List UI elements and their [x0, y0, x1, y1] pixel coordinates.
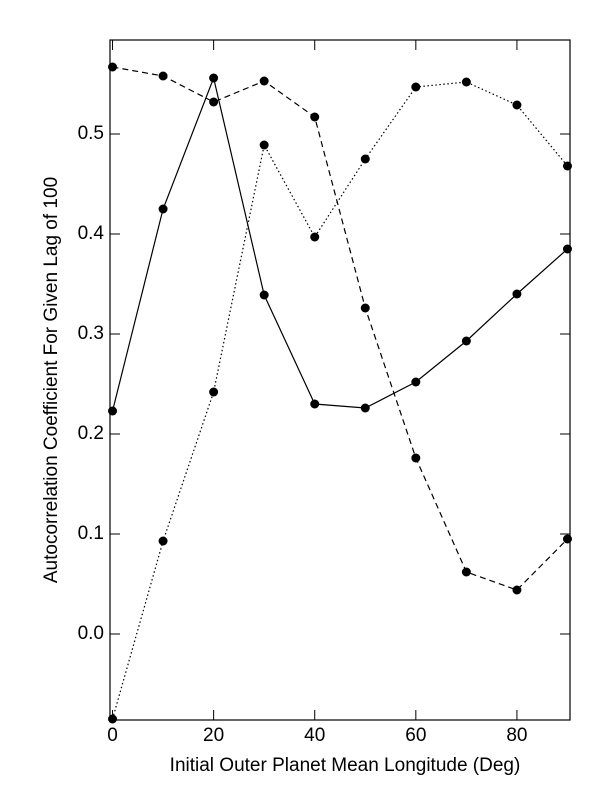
series-line [111, 81, 568, 720]
data-point [461, 336, 471, 346]
data-point [461, 77, 471, 87]
data-point [411, 377, 421, 387]
series-line [112, 66, 568, 591]
x-tick-label: 60 [405, 725, 426, 746]
x-tick-label: 0 [107, 725, 118, 746]
data-point [360, 154, 370, 164]
data-point [259, 140, 269, 150]
data-point [411, 82, 421, 92]
data-point [158, 71, 168, 81]
data-point [209, 97, 219, 107]
data-point [461, 567, 471, 577]
data-point [310, 399, 320, 409]
data-point [259, 76, 269, 86]
data-point [108, 714, 118, 724]
data-point [259, 290, 269, 300]
data-point [158, 204, 168, 214]
data-point [360, 403, 370, 413]
data-point [209, 387, 219, 397]
data-point [512, 100, 522, 110]
x-tick-label: 80 [506, 725, 527, 746]
data-point [512, 289, 522, 299]
series-line [111, 75, 568, 412]
y-axis-label: Autocorrelation Coefficient For Given La… [41, 177, 62, 583]
plot-frame [109, 39, 571, 721]
data-point [108, 62, 118, 72]
x-axis-label: Initial Outer Planet Mean Longitude (Deg… [170, 755, 521, 776]
y-tick-label: 0.4 [78, 223, 105, 244]
y-tick-label: 0.1 [78, 523, 104, 544]
data-point [411, 453, 421, 463]
y-tick-label: 0.0 [78, 623, 104, 644]
data-point [512, 585, 522, 595]
data-point [310, 232, 320, 242]
data-point [562, 161, 572, 171]
y-tick-label: 0.5 [78, 123, 104, 144]
data-point [209, 73, 219, 83]
data-point [108, 406, 118, 416]
x-tick-label: 20 [203, 725, 224, 746]
data-point [562, 244, 572, 254]
y-tick-label: 0.3 [78, 323, 104, 344]
data-point [360, 303, 370, 313]
data-point [562, 534, 572, 544]
data-point [310, 112, 320, 122]
x-tick-label: 40 [304, 725, 325, 746]
data-point [158, 536, 168, 546]
y-tick-label: 0.2 [78, 423, 104, 444]
